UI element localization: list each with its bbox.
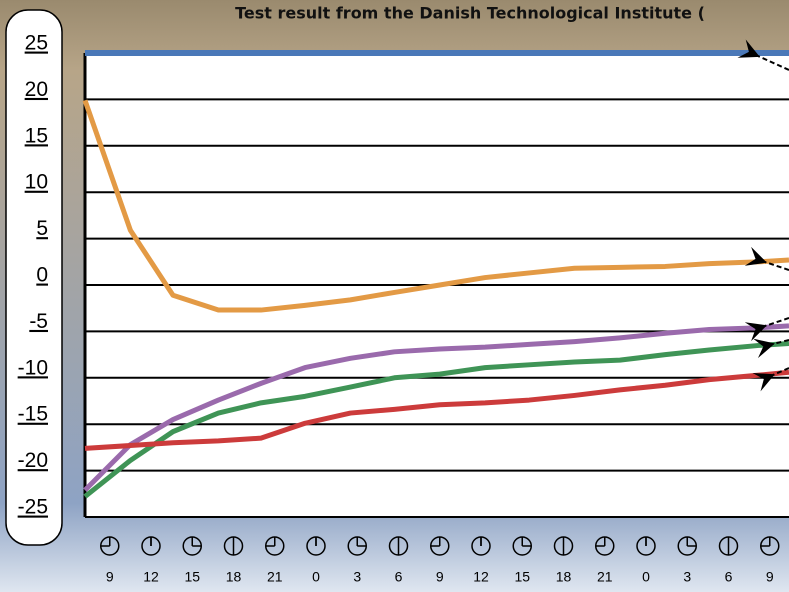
y-tick-label: 20 [25,78,48,101]
x-tick-label: 21 [267,569,283,585]
x-tick-label: 15 [184,569,200,585]
x-tick-label: 18 [226,569,242,585]
page: {"chart_data": {"type": "line", "title":… [0,0,789,592]
y-tick-label: 5 [36,217,48,240]
y-tick-label: -10 [18,356,48,379]
chart-title: Test result from the Danish Technologica… [235,4,705,23]
x-tick-label: 9 [106,569,114,585]
x-tick-label: 15 [514,569,530,585]
x-tick-label: 12 [473,569,489,585]
y-tick-label: 15 [25,124,48,147]
x-tick-label: 0 [642,569,650,585]
x-tick-label: 6 [395,569,403,585]
x-tick-label: 21 [597,569,613,585]
x-tick-label: 12 [143,569,159,585]
x-tick-label: 0 [312,569,320,585]
x-tick-label: 9 [766,569,774,585]
chart: Test result from the Danish Technologica… [0,0,789,592]
y-tick-label: -5 [29,310,48,333]
y-tick-label: -25 [18,496,48,519]
x-tick-label: 18 [556,569,572,585]
y-tick-label: 10 [25,171,48,194]
x-tick-label: 6 [725,569,733,585]
y-tick-label: -15 [18,403,48,426]
y-tick-label: 25 [25,32,48,55]
x-tick-label: 3 [683,569,691,585]
x-tick-label: 3 [353,569,361,585]
y-tick-label: 0 [36,264,48,287]
y-tick-label: -20 [18,449,48,472]
x-tick-label: 9 [436,569,444,585]
